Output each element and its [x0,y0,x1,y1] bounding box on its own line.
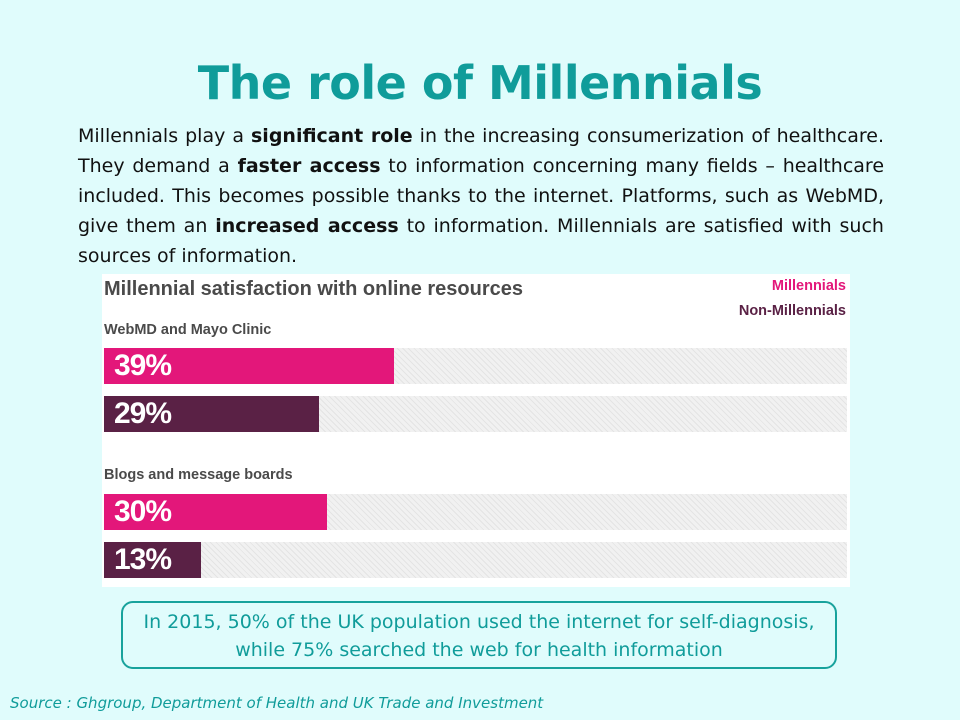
body-text-segment: in the increasing consumerization of hea… [78,125,884,177]
category-label: WebMD and Mayo Clinic [104,322,272,338]
bar-non-millennials [104,396,320,432]
bar-non-millennials [104,542,201,578]
legend-item-millennials: Millennials [771,278,846,294]
bar-millennials [104,494,327,530]
bar-value-label: 30% [114,495,172,528]
body-text-segment: to information. Millennials are satisfie… [78,215,884,267]
body-paragraph: Millennials play a significant role in t… [78,121,884,271]
bar-value-label: 39% [114,349,172,382]
satisfaction-chart: Millennial satisfaction with online reso… [102,274,850,587]
legend-item-non-millennials: Non-Millennials [738,303,846,319]
bar-track: 30% [104,494,847,530]
slide-title: The role of Millennials [197,56,763,110]
bar-millennials [104,348,394,384]
body-text-segment: Millennials play a [78,125,251,147]
bar-track: 29% [104,396,847,432]
chart-title: Millennial satisfaction with online reso… [104,278,523,300]
callout-line: In 2015, 50% of the UK population used t… [143,611,815,633]
bar-value-label: 13% [114,543,172,576]
bar-value-label: 29% [114,397,172,430]
body-emphasis: significant role [251,125,413,147]
statistic-callout: In 2015, 50% of the UK population used t… [121,601,837,669]
bar-track: 39% [104,348,847,384]
body-emphasis: faster access [237,155,381,177]
body-emphasis: increased access [215,215,399,237]
category-label: Blogs and message boards [104,467,293,483]
source-note: Source : Ghgroup, Department of Health a… [10,694,544,712]
callout-line: while 75% searched the web for health in… [235,639,723,661]
body-text-segment: to information concerning many fields – … [78,155,885,237]
bar-track: 13% [104,542,847,578]
